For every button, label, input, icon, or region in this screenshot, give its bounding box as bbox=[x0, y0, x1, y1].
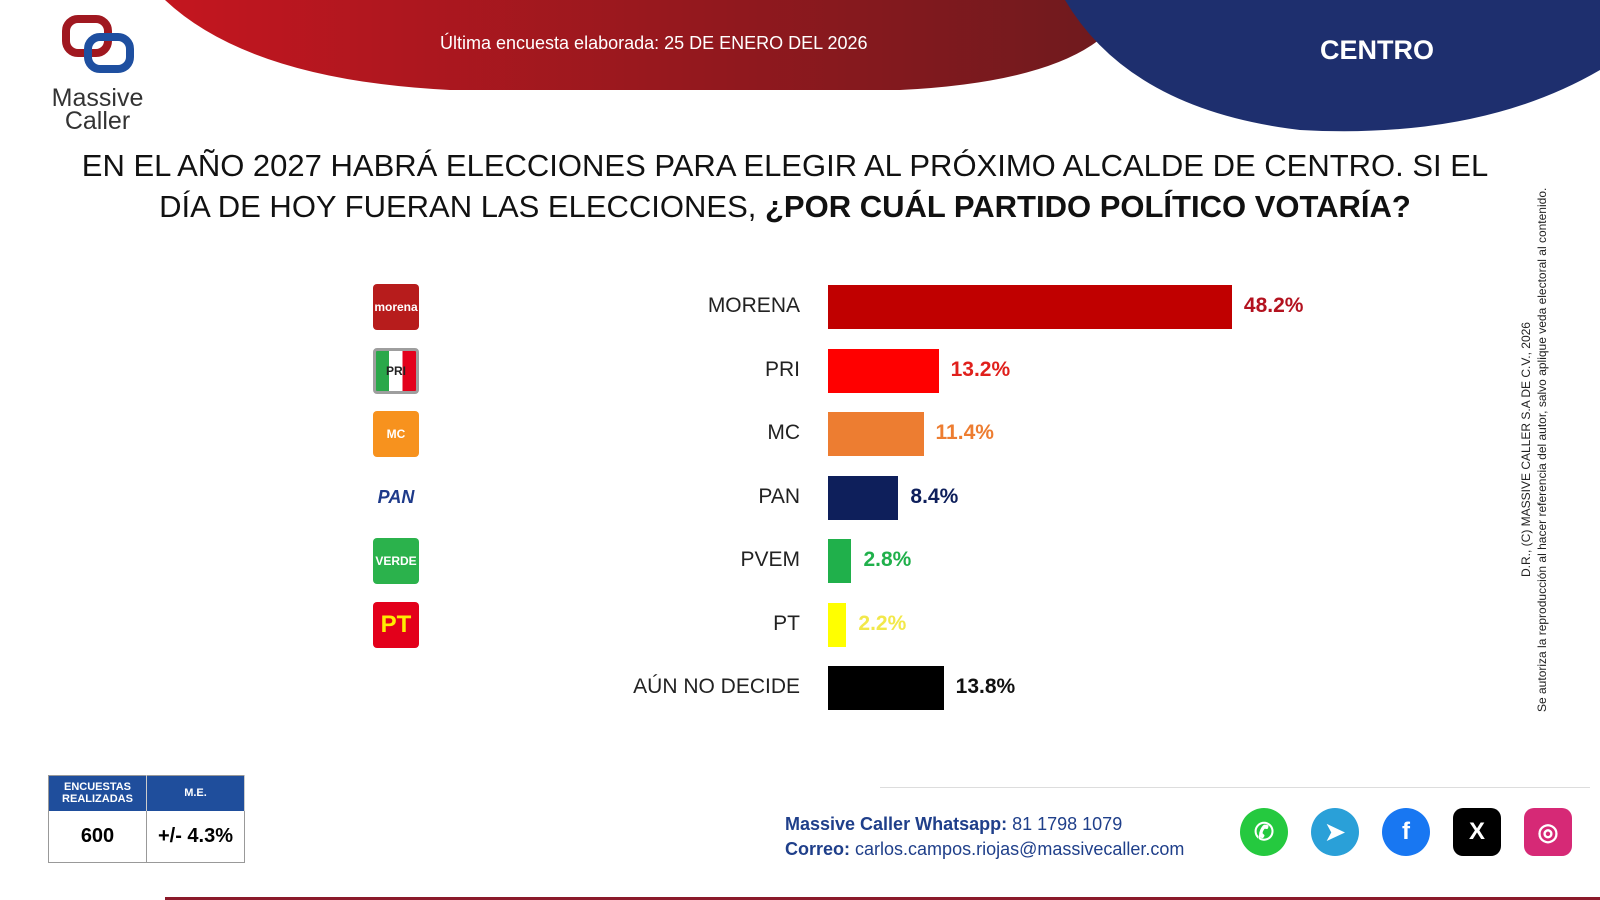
value-label: 48.2% bbox=[1243, 294, 1304, 317]
copyright-line2: Se autoriza la reproducción al hacer ref… bbox=[1535, 187, 1549, 713]
copyright-line1: D.R., (C) MASSIVE CALLER S.A DE C.V., 20… bbox=[1519, 322, 1533, 578]
whatsapp-label: Massive Caller Whatsapp: bbox=[785, 814, 1008, 834]
category-label: PT bbox=[773, 611, 800, 635]
value-label: 2.8% bbox=[863, 548, 912, 571]
question-emphasis: ¿POR CUÁL PARTIDO POLÍTICO VOTARÍA? bbox=[765, 189, 1411, 224]
bar-pvem bbox=[828, 539, 852, 583]
whatsapp-icon[interactable]: ✆ bbox=[1240, 808, 1288, 856]
bottom-line bbox=[165, 897, 1600, 900]
survey-stats-table: ENCUESTAS REALIZADAS M.E. 600 +/- 4.3% bbox=[48, 775, 245, 863]
bar-pt bbox=[828, 602, 847, 647]
party-logo-pan: PAN bbox=[373, 474, 419, 521]
party-logo-verde: VERDE bbox=[373, 538, 419, 584]
bar-mc bbox=[828, 412, 924, 456]
bar-pri bbox=[828, 348, 939, 393]
blue-banner bbox=[1065, 0, 1600, 132]
value-label: 13.2% bbox=[950, 357, 1011, 381]
question-title: EN EL AÑO 2027 HABRÁ ELECCIONES PARA ELE… bbox=[60, 145, 1510, 227]
value-label: 13.8% bbox=[955, 675, 1016, 698]
margin-error-header: M.E. bbox=[146, 775, 245, 811]
red-banner bbox=[165, 0, 1130, 90]
survey-date: Última encuesta elaborada: 25 DE ENERO D… bbox=[440, 33, 868, 53]
massive-caller-logo: Massive Caller bbox=[40, 15, 155, 135]
question-text: EN EL AÑO 2027 HABRÁ ELECCIONES PARA ELE… bbox=[81, 148, 1489, 224]
speech-bubbles-icon bbox=[61, 15, 134, 73]
contact-info: Massive Caller Whatsapp: 81 1798 1079 Co… bbox=[785, 812, 1184, 862]
party-logo-morena: morena bbox=[373, 284, 419, 330]
bar-pan bbox=[828, 475, 899, 520]
bar-chart: morena MORENA 48.2% PRI PRI 13.2% MC MC 11.4% PAN… bbox=[0, 260, 1400, 740]
logo-text-massive: Massive bbox=[51, 84, 144, 112]
copyright-notice: D.R., (C) MASSIVE CALLER S.A DE C.V., 20… bbox=[1518, 140, 1556, 760]
party-logo-pri: PRI bbox=[373, 347, 419, 394]
surveys-value: 600 bbox=[48, 810, 147, 863]
margin-error-value: +/- 4.3% bbox=[146, 810, 245, 863]
category-label: PRI bbox=[764, 357, 800, 381]
category-label: MC bbox=[767, 421, 800, 444]
whatsapp-number: 81 1798 1079 bbox=[1012, 814, 1123, 834]
instagram-icon[interactable]: ◎ bbox=[1524, 808, 1572, 856]
value-label: 2.2% bbox=[858, 611, 907, 635]
party-logo-mc: MC bbox=[373, 411, 419, 457]
region-title: CENTRO bbox=[1320, 35, 1434, 65]
email-address: carlos.campos.riojas@massivecaller.com bbox=[855, 839, 1185, 859]
party-logo-pt: PT bbox=[373, 601, 419, 648]
bar-morena bbox=[828, 285, 1232, 329]
telegram-icon[interactable]: ➤ bbox=[1311, 808, 1359, 856]
category-label: MORENA bbox=[707, 294, 800, 317]
category-label: PVEM bbox=[740, 548, 800, 571]
x-icon[interactable]: X bbox=[1453, 808, 1501, 856]
category-label: AÚN NO DECIDE bbox=[633, 675, 800, 698]
category-label: PAN bbox=[758, 484, 800, 508]
logo-text-caller: Caller bbox=[64, 107, 131, 135]
value-label: 11.4% bbox=[935, 421, 994, 444]
surveys-header: ENCUESTAS REALIZADAS bbox=[48, 775, 147, 811]
header-banner bbox=[165, 0, 1600, 132]
divider bbox=[880, 787, 1590, 788]
email-label: Correo: bbox=[785, 839, 851, 859]
facebook-icon[interactable]: f bbox=[1382, 808, 1430, 856]
value-label: 8.4% bbox=[910, 484, 959, 508]
bar-aún-no-decide bbox=[828, 666, 944, 710]
